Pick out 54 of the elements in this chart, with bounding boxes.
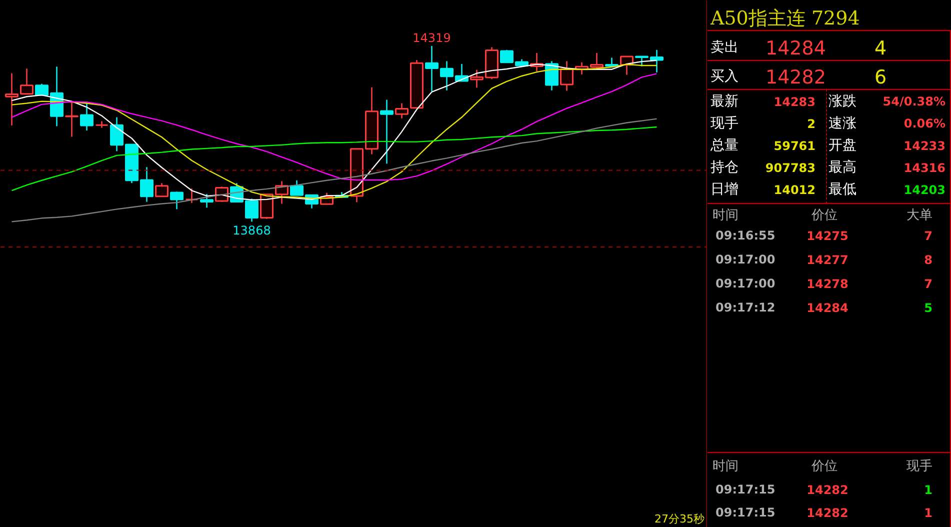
text: 持仓 — [710, 160, 738, 176]
text: 开盘 — [828, 138, 856, 154]
text: 14282 — [806, 483, 848, 497]
text: 14012 — [774, 183, 816, 197]
text: 14275 — [806, 229, 848, 243]
text: A50指主连 7294 — [710, 8, 860, 30]
text: 09:17:15 — [716, 482, 776, 496]
text: 14316 — [904, 161, 946, 175]
annotation: 13868 — [232, 224, 271, 238]
text: 14284 — [806, 301, 848, 315]
text: 5 — [924, 301, 933, 315]
text: 14283 — [774, 95, 816, 109]
text: 14282 — [806, 506, 848, 520]
text: 09:16:55 — [716, 228, 776, 242]
text: 速涨 — [828, 116, 856, 132]
text: 14284 — [766, 38, 826, 60]
text: 14233 — [904, 139, 946, 153]
text: 7 — [924, 229, 933, 243]
text: 907783 — [765, 161, 816, 175]
text: 时间 — [712, 459, 738, 474]
text: 59761 — [774, 139, 816, 153]
text: 14278 — [806, 277, 848, 291]
annotation: 14319 — [412, 31, 451, 45]
text: 最低 — [828, 182, 856, 198]
text: 价位 — [810, 459, 838, 474]
text: 6 — [874, 66, 887, 88]
text: 现手 — [906, 459, 932, 474]
text: 14282 — [766, 66, 826, 88]
text: 14203 — [904, 183, 946, 197]
text: 时间 — [712, 208, 738, 223]
text: 最新 — [710, 94, 738, 110]
text: 4 — [874, 38, 887, 60]
text: 09:17:12 — [716, 300, 776, 314]
text: 09:17:00 — [716, 276, 776, 290]
text: 1 — [924, 483, 933, 497]
text: 8 — [924, 253, 933, 267]
text: 14277 — [806, 253, 848, 267]
text: 大单 — [906, 208, 932, 223]
text: 2 — [807, 117, 816, 131]
text: 09:17:00 — [716, 252, 776, 266]
text: 54/0.38% — [882, 94, 946, 108]
text: 7 — [924, 277, 933, 291]
text: 总量 — [710, 138, 738, 154]
text: 价位 — [810, 208, 838, 223]
text: 卖出 — [710, 40, 738, 56]
text: 最高 — [828, 160, 856, 176]
text: 0.06% — [904, 116, 946, 130]
text: 涨跌 — [828, 94, 856, 110]
text: 现手 — [710, 116, 738, 132]
text: 日增 — [710, 182, 738, 198]
text: 27分35秒 — [654, 512, 705, 526]
text: 1 — [924, 506, 933, 520]
text: 09:17:15 — [716, 506, 776, 520]
text: 买入 — [710, 68, 738, 84]
